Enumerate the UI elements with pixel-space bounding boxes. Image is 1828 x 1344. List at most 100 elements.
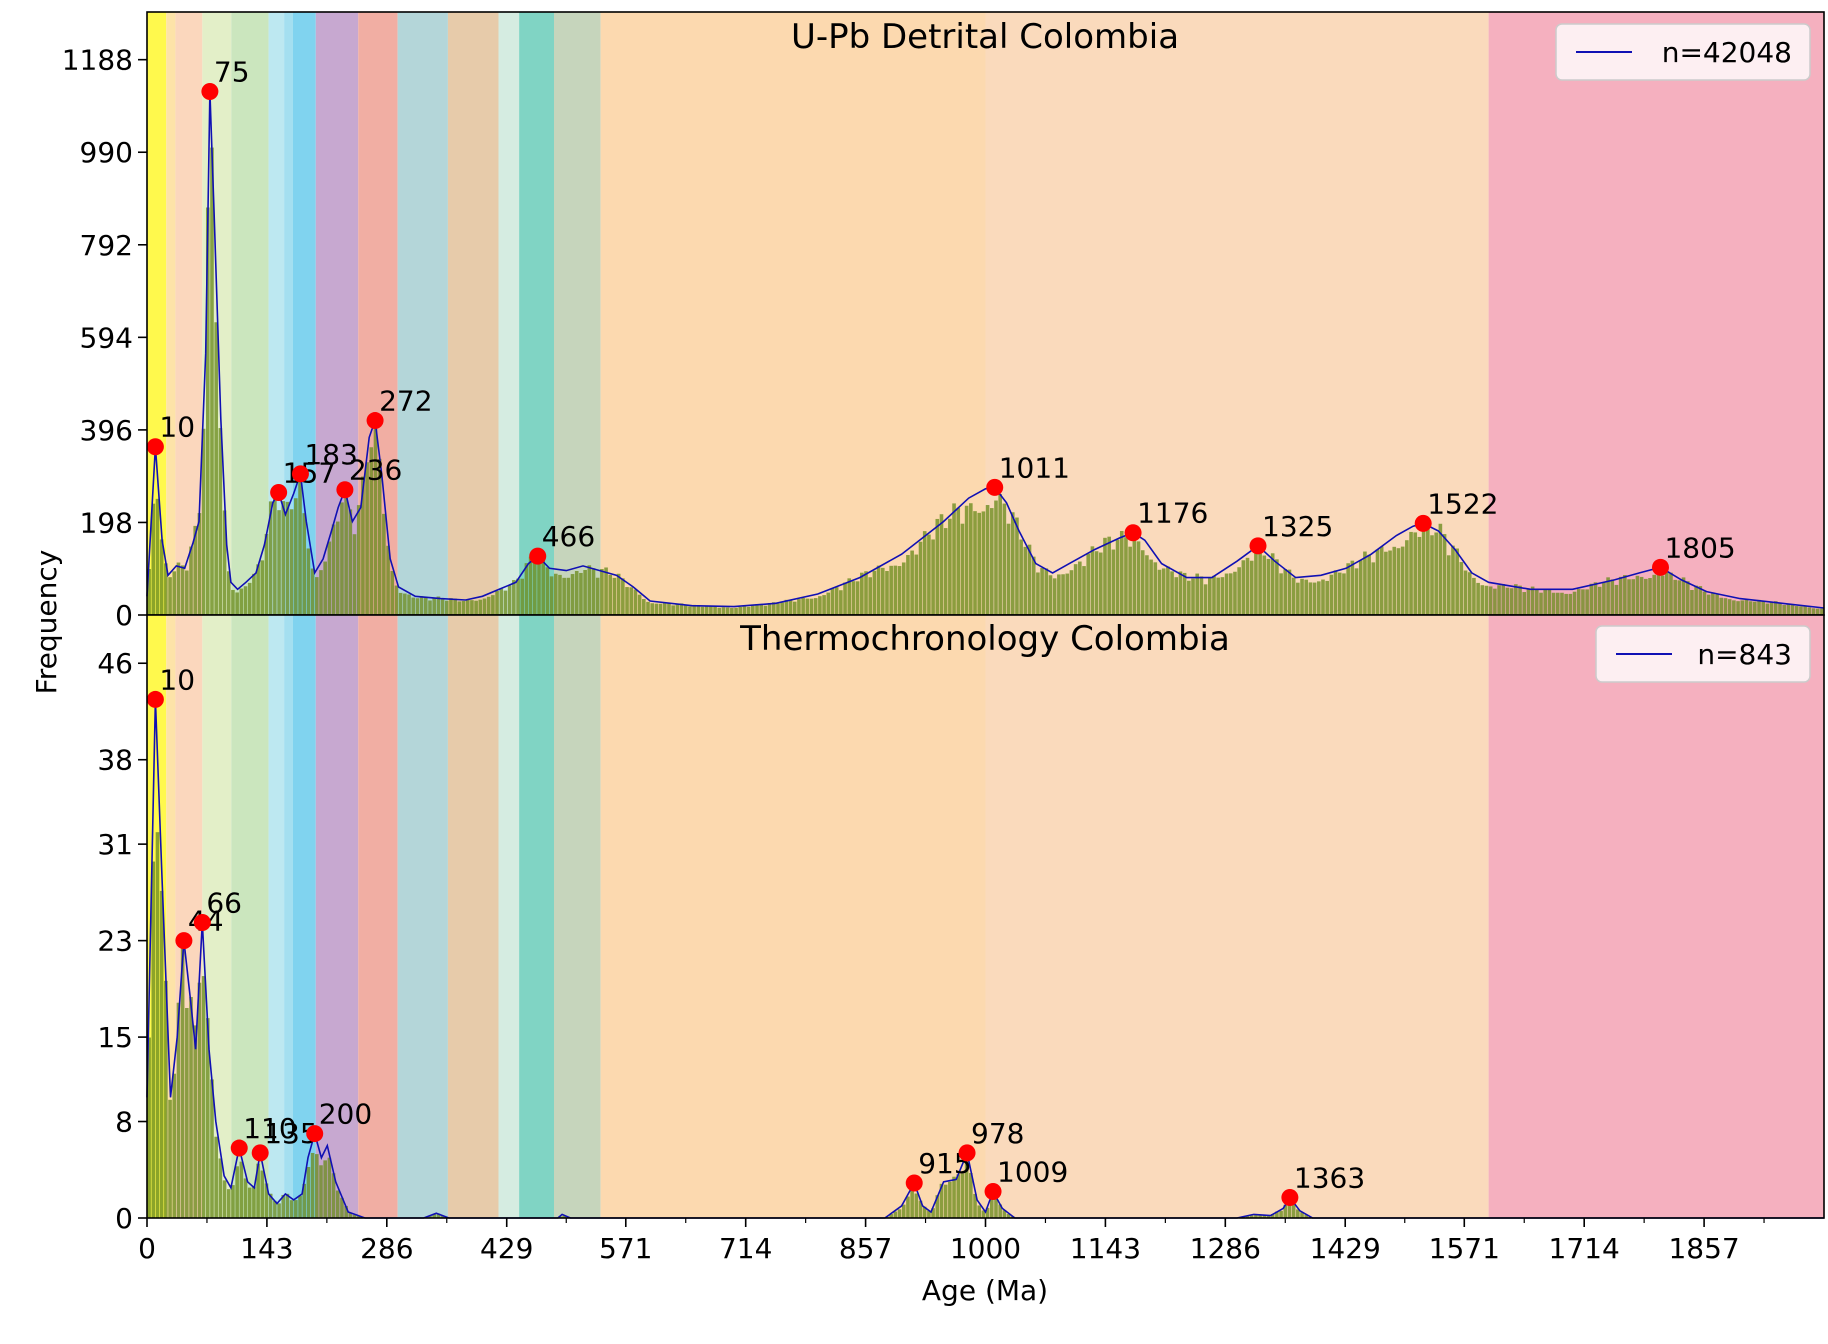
upb-histogram-bar xyxy=(516,578,520,615)
thermo-histogram-bar xyxy=(1258,1214,1262,1218)
upb-period-band xyxy=(292,12,316,615)
thermo-period-band xyxy=(600,615,986,1218)
upb-histogram-bar xyxy=(1304,579,1309,615)
upb-histogram-bar xyxy=(302,513,307,615)
upb-histogram-bar xyxy=(151,503,156,615)
thermo-peak-label: 1363 xyxy=(1294,1161,1365,1194)
upb-histogram-bar xyxy=(1677,580,1682,615)
upb-y-tick-label: 990 xyxy=(80,136,133,169)
thermo-histogram-bar xyxy=(956,1174,961,1218)
upb-histogram-bar xyxy=(470,600,474,615)
upb-histogram-bar xyxy=(1732,600,1736,615)
upb-histogram-bar xyxy=(1719,597,1724,615)
upb-histogram-bar xyxy=(205,207,210,615)
upb-histogram-bar xyxy=(1350,560,1355,615)
upb-histogram-bar xyxy=(1753,601,1757,615)
upb-histogram-bar xyxy=(1216,577,1220,615)
upb-histogram-bar xyxy=(1560,592,1564,615)
upb-histogram-bar xyxy=(440,598,445,615)
upb-histogram-bar xyxy=(1333,570,1338,615)
upb-histogram-bar xyxy=(1576,589,1581,615)
upb-histogram-bar xyxy=(784,599,789,615)
thermo-histogram-bar xyxy=(1270,1213,1275,1218)
upb-peak-marker xyxy=(201,82,219,100)
thermo-peak-label: 1009 xyxy=(997,1155,1068,1188)
thermo-histogram-bar xyxy=(952,1176,956,1218)
upb-histogram-bar xyxy=(1815,608,1820,615)
thermo-histogram-bar xyxy=(302,1183,307,1218)
thermo-histogram-bar xyxy=(927,1210,931,1218)
thermo-histogram-bar xyxy=(935,1195,940,1218)
upb-histogram-bar xyxy=(1706,594,1711,615)
thermo-histogram-bar xyxy=(164,980,168,1218)
x-tick-label: 429 xyxy=(480,1232,533,1265)
upb-histogram-bar xyxy=(310,568,315,615)
thermo-histogram-bar xyxy=(943,1184,948,1218)
upb-peak-marker xyxy=(291,465,309,483)
upb-histogram-bar xyxy=(1170,571,1174,615)
upb-histogram-bar xyxy=(1317,581,1321,615)
upb-period-band xyxy=(147,12,167,615)
upb-histogram-bar xyxy=(1618,576,1623,615)
upb-histogram-bar xyxy=(1057,574,1061,615)
thermo-histogram-bar xyxy=(918,1200,923,1218)
thermo-peak-marker xyxy=(984,1182,1002,1200)
upb-histogram-bar xyxy=(1585,589,1589,615)
thermo-histogram-bar xyxy=(1002,1210,1007,1218)
upb-histogram-bar xyxy=(1711,592,1715,615)
upb-histogram-bar xyxy=(1086,553,1091,615)
upb-histogram-bar xyxy=(1090,546,1095,615)
thermo-histogram-bar xyxy=(981,1210,986,1218)
thermo-peak-label: 200 xyxy=(319,1098,372,1131)
upb-histogram-bar xyxy=(570,574,575,615)
upb-histogram-bar xyxy=(935,518,940,615)
thermo-histogram-bar xyxy=(268,1193,273,1218)
upb-histogram-bar xyxy=(260,560,265,615)
upb-histogram-bar xyxy=(1384,551,1388,615)
upb-histogram-bar xyxy=(159,539,164,615)
thermo-peak-marker xyxy=(146,690,164,708)
upb-histogram-bar xyxy=(1103,537,1107,615)
thermo-histogram-bar xyxy=(1249,1215,1254,1218)
upb-histogram-bar xyxy=(1203,584,1208,615)
upb-peak-label: 466 xyxy=(542,520,595,553)
upb-histogram-bar xyxy=(407,594,411,615)
thermo-histogram-bar xyxy=(889,1213,893,1218)
upb-histogram-bar xyxy=(1610,579,1615,615)
upb-histogram-bar xyxy=(709,605,713,615)
thermo-histogram-bar xyxy=(210,1079,214,1218)
thermo-histogram-bar xyxy=(243,1178,248,1218)
upb-peak-marker xyxy=(366,412,384,430)
thermo-histogram-bar xyxy=(562,1215,566,1218)
upb-histogram-bar xyxy=(1681,577,1686,615)
upb-histogram-bar xyxy=(432,597,436,615)
thermo-histogram-bar xyxy=(315,1154,319,1218)
upb-histogram-bar xyxy=(344,484,348,615)
upb-histogram-bar xyxy=(608,574,613,615)
upb-histogram-bar xyxy=(1522,592,1527,615)
upb-histogram-bar xyxy=(1069,570,1074,615)
upb-histogram-bar xyxy=(1178,571,1183,615)
upb-histogram-bar xyxy=(512,580,516,615)
thermo-histogram-bar xyxy=(264,1183,269,1218)
thermo-histogram-bar xyxy=(948,1181,952,1218)
upb-histogram-bar xyxy=(1132,537,1137,615)
upb-histogram-bar xyxy=(411,597,416,615)
upb-histogram-bar xyxy=(1497,585,1501,615)
upb-histogram-bar xyxy=(977,512,982,615)
upb-histogram-bar xyxy=(327,541,332,615)
upb-histogram-bar xyxy=(654,603,659,615)
upb-histogram-bar xyxy=(1685,581,1690,615)
upb-panel-title: U-Pb Detrital Colombia xyxy=(791,17,1179,57)
upb-histogram-bar xyxy=(1673,579,1677,615)
upb-histogram-bar xyxy=(415,598,420,615)
upb-histogram-bar xyxy=(1820,608,1824,615)
x-tick-label: 571 xyxy=(599,1232,652,1265)
upb-peak-label: 75 xyxy=(214,55,250,88)
upb-histogram-bar xyxy=(1098,552,1103,615)
upb-histogram-bar xyxy=(1644,578,1648,615)
thermo-peak-marker xyxy=(905,1174,923,1192)
upb-histogram-bar xyxy=(1036,572,1040,615)
thermo-peak-label: 978 xyxy=(971,1117,1024,1150)
upb-histogram-bar xyxy=(600,569,604,615)
